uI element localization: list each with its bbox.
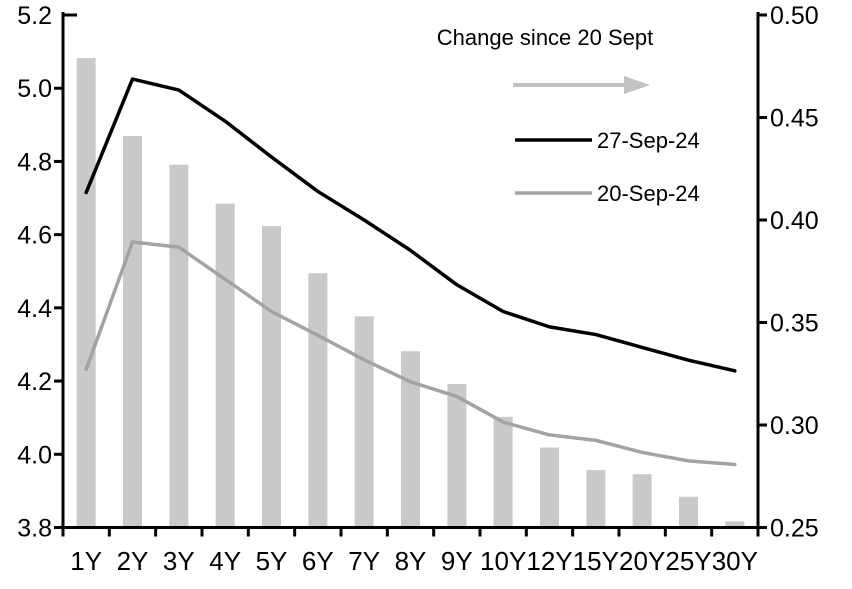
change-bar-20Y <box>632 474 652 528</box>
legend-title-change-since-20-sept: Change since 20 Sept <box>436 25 654 50</box>
x-axis-label-12Y: 12Y <box>526 546 572 576</box>
x-axis-label-25Y: 25Y <box>665 546 711 576</box>
change-bar-3Y <box>169 164 189 528</box>
left-axis-tick-label: 4.0 <box>17 441 52 469</box>
x-axis-label-1Y: 1Y <box>70 546 102 576</box>
right-axis-tick-label: 0.35 <box>770 310 819 338</box>
series-line-27-Sep-24 <box>84 77 737 373</box>
x-axis-label-6Y: 6Y <box>302 546 334 576</box>
right-axis-tick-label: 0.45 <box>770 105 819 133</box>
change-bar-15Y <box>586 470 606 528</box>
change-bar-5Y <box>262 226 281 528</box>
change-bar-2Y <box>123 135 142 528</box>
series-line-20-Sep-24 <box>84 240 737 467</box>
left-axis-tick-label: 3.8 <box>17 515 52 543</box>
right-axis-tick-label: 0.30 <box>770 412 819 440</box>
legend-label-27-sep-24: 27-Sep-24 <box>597 128 700 153</box>
change-bar-9Y <box>447 384 467 528</box>
left-axis-tick-label: 4.2 <box>17 368 52 396</box>
change-bar-1Y <box>76 58 96 528</box>
right-axis-tick-label: 0.50 <box>770 2 819 30</box>
x-axis-label-30Y: 30Y <box>712 546 758 576</box>
right-axis-tick-label: 0.40 <box>770 207 819 235</box>
x-axis-label-8Y: 8Y <box>395 546 427 576</box>
change-bar-8Y <box>401 351 420 528</box>
x-axis-label-9Y: 9Y <box>441 546 473 576</box>
left-axis-tick-label: 5.2 <box>17 2 52 30</box>
left-axis-tick-label: 4.8 <box>17 148 52 176</box>
x-axis-label-10Y: 10Y <box>480 546 526 576</box>
left-axis-tick-label: 4.6 <box>17 222 52 250</box>
x-axis-label-15Y: 15Y <box>573 546 619 576</box>
x-axis-label-5Y: 5Y <box>256 546 288 576</box>
change-bar-6Y <box>308 273 328 528</box>
legend-label-20-sep-24: 20-Sep-24 <box>597 181 700 206</box>
right-axis-tick-label: 0.25 <box>770 515 819 543</box>
x-axis-label-4Y: 4Y <box>209 546 241 576</box>
change-bar-30Y <box>725 521 745 528</box>
change-bar-10Y <box>493 416 513 528</box>
x-axis-label-2Y: 2Y <box>117 546 149 576</box>
left-axis-tick-label: 4.4 <box>17 295 52 323</box>
change-bar-12Y <box>540 447 559 528</box>
change-bar-7Y <box>354 316 374 528</box>
left-axis-tick-label: 5.0 <box>17 75 52 103</box>
change-bar-25Y <box>679 496 698 528</box>
x-axis-label-7Y: 7Y <box>348 546 380 576</box>
x-axis-label-20Y: 20Y <box>619 546 665 576</box>
legend-arrow-head-icon <box>624 76 650 94</box>
x-axis-label-3Y: 3Y <box>163 546 195 576</box>
change-bar-4Y <box>215 203 235 528</box>
